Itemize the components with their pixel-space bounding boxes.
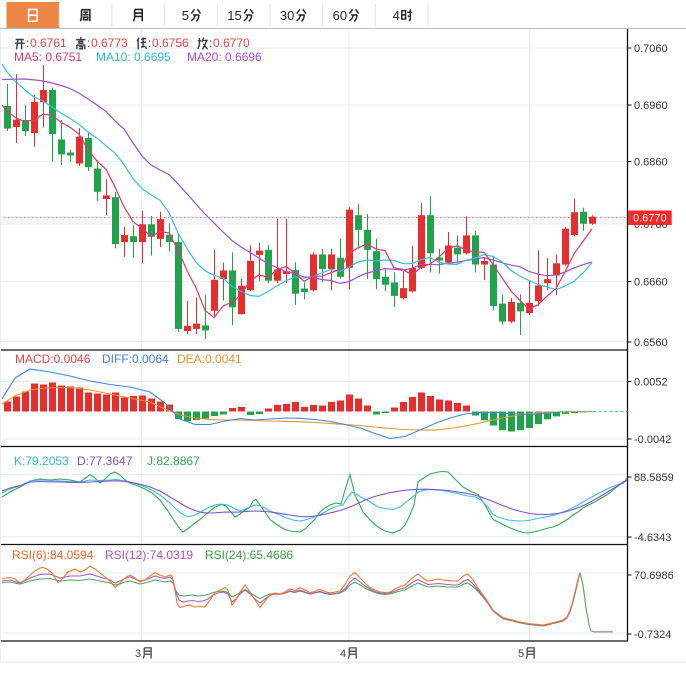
svg-text:0.6770: 0.6770 (213, 36, 250, 50)
svg-text:5: 5 (182, 8, 189, 23)
svg-text:K:79.2053: K:79.2053 (14, 454, 69, 468)
svg-text:4: 4 (340, 648, 346, 660)
svg-text:0.6560: 0.6560 (634, 337, 668, 349)
svg-text:MA5: 0.6751: MA5: 0.6751 (14, 50, 82, 64)
svg-text:30: 30 (280, 8, 294, 23)
svg-text:0.7060: 0.7060 (634, 43, 668, 55)
svg-text:88.5859: 88.5859 (634, 472, 674, 484)
svg-text::: : (87, 36, 90, 50)
svg-text:RSI(24):65.4686: RSI(24):65.4686 (205, 548, 293, 562)
svg-text:J:82.8867: J:82.8867 (147, 454, 200, 468)
svg-text:0.6770: 0.6770 (633, 213, 667, 225)
svg-text::: : (148, 36, 151, 50)
svg-text:0.6761: 0.6761 (30, 36, 67, 50)
svg-text::: : (209, 36, 212, 50)
svg-text:0.6860: 0.6860 (634, 157, 668, 169)
svg-text:DEA:0.0041: DEA:0.0041 (177, 352, 242, 366)
svg-text:MA20: 0.6696: MA20: 0.6696 (187, 50, 262, 64)
svg-text:3: 3 (135, 648, 141, 660)
svg-text:MA10: 0.6695: MA10: 0.6695 (96, 50, 171, 64)
svg-text:4: 4 (393, 8, 400, 23)
svg-text:15: 15 (227, 8, 241, 23)
svg-text:RSI(6):84.0594: RSI(6):84.0594 (12, 548, 94, 562)
svg-text:0.0052: 0.0052 (634, 377, 668, 389)
svg-text:MACD:0.0046: MACD:0.0046 (15, 352, 91, 366)
svg-text:0.6960: 0.6960 (634, 100, 668, 112)
svg-text::: : (26, 36, 29, 50)
svg-text:0.6773: 0.6773 (91, 36, 128, 50)
svg-text:D:77.3647: D:77.3647 (77, 454, 133, 468)
svg-text:0.6660: 0.6660 (634, 277, 668, 289)
svg-text:-0.0042: -0.0042 (634, 434, 671, 446)
svg-text:60: 60 (333, 8, 347, 23)
svg-text:0.6756: 0.6756 (152, 36, 189, 50)
svg-text:-0.7324: -0.7324 (634, 629, 671, 641)
svg-text:DIFF:0.0064: DIFF:0.0064 (102, 352, 169, 366)
svg-text:5: 5 (518, 648, 524, 660)
svg-text:RSI(12):74.0319: RSI(12):74.0319 (105, 548, 193, 562)
svg-text:-4.6343: -4.6343 (634, 532, 671, 544)
svg-text:70.6986: 70.6986 (634, 570, 674, 582)
